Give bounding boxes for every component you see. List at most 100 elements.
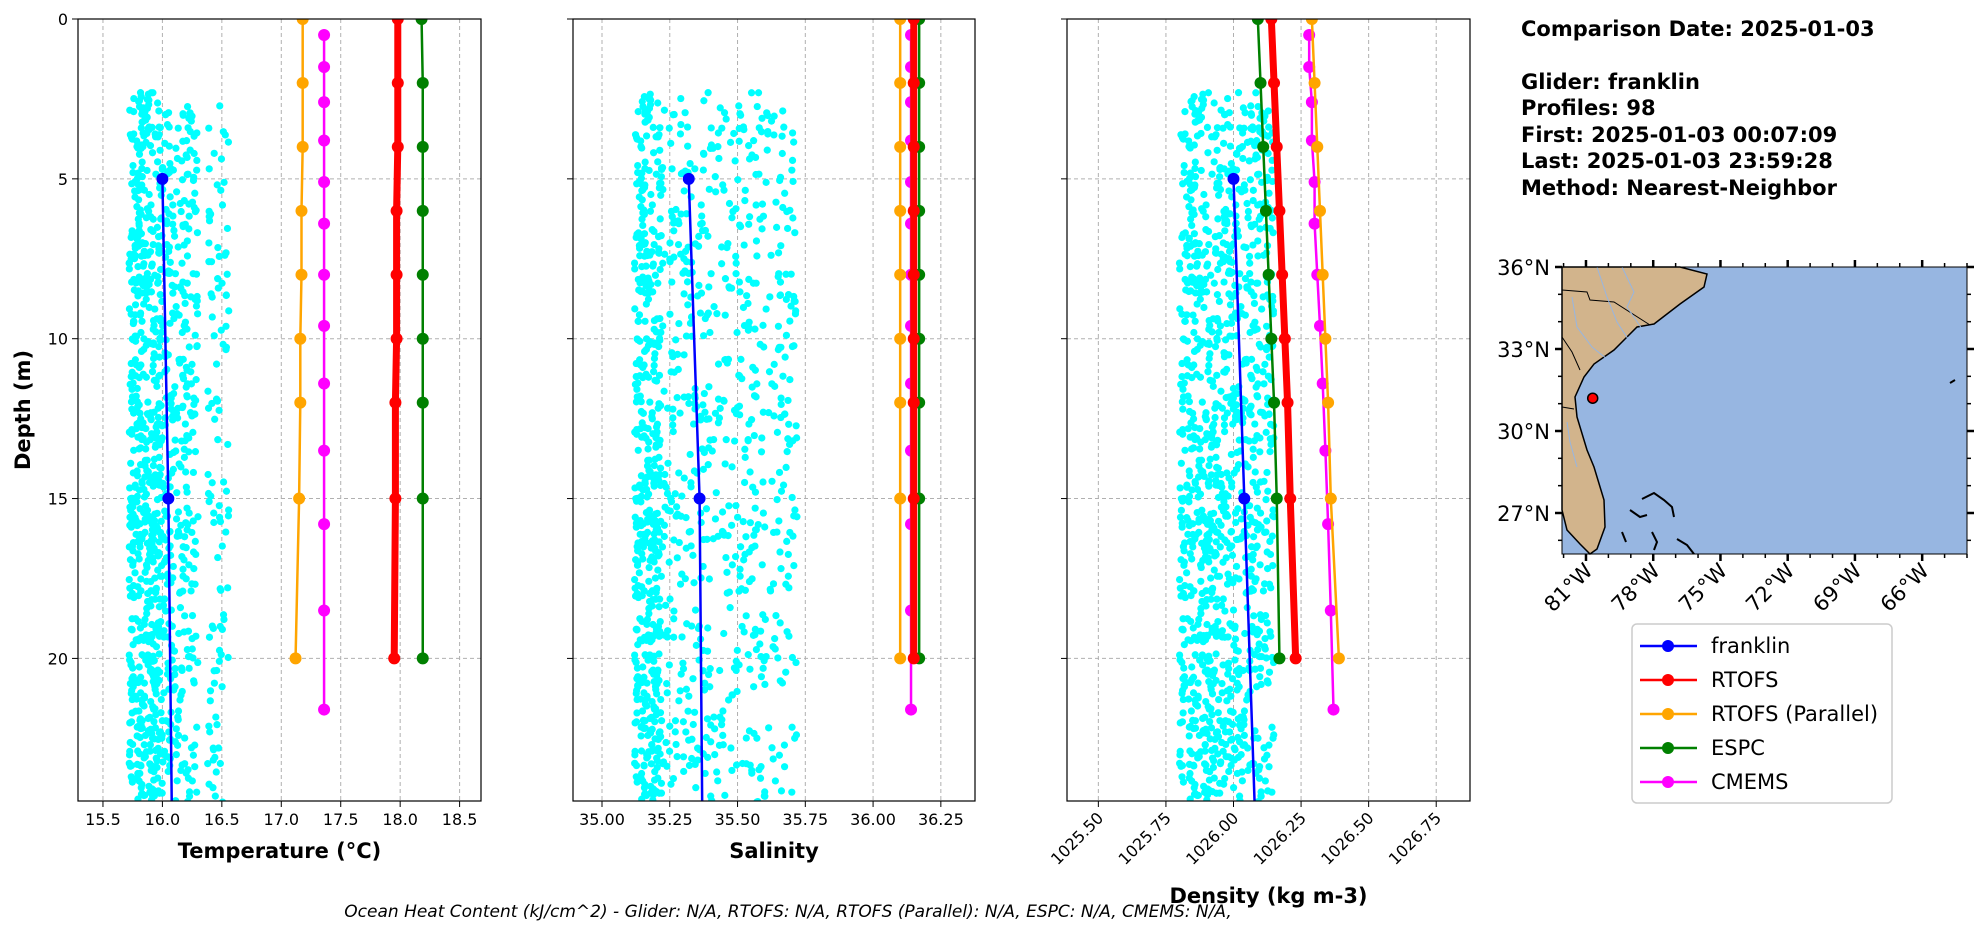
glider-point	[169, 289, 177, 297]
glider-point	[640, 230, 649, 238]
glider-point	[1198, 104, 1206, 112]
glider-point	[699, 465, 707, 473]
series-marker	[318, 319, 331, 332]
glider-point	[784, 550, 792, 559]
glider-point	[644, 445, 652, 453]
glider-point	[149, 703, 157, 711]
glider-point	[1221, 717, 1230, 725]
glider-point	[672, 740, 680, 749]
glider-point	[663, 689, 671, 697]
glider-point	[759, 212, 768, 220]
glider-point	[138, 651, 146, 659]
glider-point	[213, 396, 221, 405]
glider-point	[205, 722, 213, 730]
glider-point	[1201, 517, 1209, 525]
glider-point	[774, 322, 783, 330]
glider-point	[632, 398, 641, 406]
glider-point	[1229, 784, 1238, 792]
glider-point	[739, 517, 747, 526]
glider-point	[1180, 168, 1188, 177]
glider-point	[1203, 620, 1211, 629]
glider-point	[673, 394, 681, 402]
glider-point	[741, 453, 749, 461]
glider-point	[148, 655, 156, 663]
series-marker	[907, 332, 920, 345]
x-tick-label: 35.50	[715, 810, 761, 829]
glider-point	[655, 245, 663, 253]
glider-point	[728, 463, 736, 471]
glider-point	[1183, 241, 1191, 250]
legend-item: ESPC	[1640, 736, 1765, 760]
glider-point	[205, 239, 213, 247]
glider-point	[702, 505, 711, 513]
glider-point	[659, 322, 667, 330]
glider-point	[1208, 170, 1216, 178]
glider-point	[152, 643, 161, 651]
glider-point	[1179, 695, 1187, 704]
glider-point	[1234, 89, 1243, 97]
glider-point	[176, 199, 184, 208]
glider-point	[642, 345, 651, 354]
glider-point	[770, 360, 778, 368]
glider-point	[668, 165, 676, 173]
glider-point	[224, 653, 232, 662]
glider-point	[699, 401, 707, 409]
glider-point	[649, 149, 658, 157]
glider-point	[1244, 207, 1253, 216]
glider-point	[1236, 124, 1244, 132]
glider-point	[721, 275, 730, 283]
glider-point	[732, 252, 740, 261]
glider-point	[1187, 445, 1196, 453]
glider-point	[1263, 517, 1271, 525]
glider-point	[685, 692, 693, 700]
y-tick-label: 20	[48, 649, 68, 668]
glider-point	[178, 761, 186, 769]
glider-point	[777, 787, 786, 795]
glider-point	[189, 176, 198, 185]
glider-point	[1220, 165, 1228, 173]
glider-point	[638, 180, 646, 188]
glider-point	[657, 572, 665, 580]
glider-point	[645, 563, 653, 572]
glider-point	[738, 375, 746, 383]
glider-point	[1236, 797, 1244, 801]
glider-point	[1266, 550, 1275, 559]
glider-point	[1226, 685, 1234, 693]
glider-point	[667, 368, 675, 376]
glider-point	[191, 763, 199, 771]
glider-point	[1180, 673, 1189, 681]
glider-point	[1262, 428, 1270, 436]
location-map: 36°N33°N30°N27°N81°W 78°W 75°W 72°W 69°W 66°W	[1497, 256, 1974, 617]
glider-point	[1251, 420, 1259, 428]
glider-point	[1199, 207, 1207, 215]
glider-point	[1241, 629, 1249, 638]
glider-point	[682, 332, 691, 340]
glider-point	[669, 428, 677, 436]
glider-point	[205, 124, 213, 132]
glider-point	[135, 221, 143, 230]
glider-point	[793, 513, 801, 521]
glider-point	[1211, 404, 1219, 412]
glider-point	[728, 766, 736, 775]
glider-point	[634, 317, 643, 325]
glider-point	[702, 733, 710, 742]
glider-point	[656, 595, 664, 603]
glider-point	[1253, 431, 1261, 440]
glider-point	[1214, 528, 1222, 537]
glider-point	[705, 415, 713, 423]
glider-point	[1226, 243, 1235, 251]
glider-point	[1220, 498, 1228, 506]
glider-point	[742, 612, 750, 620]
glider-point	[749, 631, 758, 639]
glider-point	[140, 186, 149, 194]
glider-point	[643, 615, 652, 624]
glider-point	[144, 597, 152, 606]
glider-point	[758, 561, 766, 569]
series-marker	[318, 60, 331, 73]
series-marker	[1268, 396, 1281, 409]
glider-point	[772, 198, 780, 206]
glider-point	[782, 270, 790, 278]
glider-point	[134, 403, 142, 411]
glider-point	[641, 317, 649, 325]
series-marker	[907, 492, 920, 505]
